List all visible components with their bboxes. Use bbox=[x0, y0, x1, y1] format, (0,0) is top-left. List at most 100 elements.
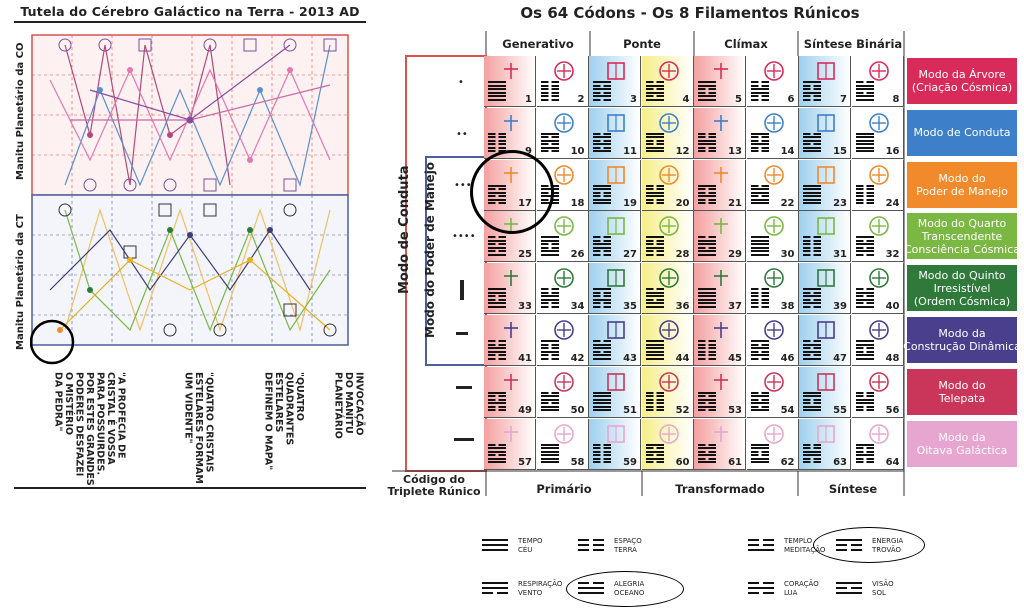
rune-glyph-icon bbox=[553, 423, 574, 444]
codon-number: 7 bbox=[840, 94, 847, 105]
codon-cell-1: 1 bbox=[484, 56, 536, 107]
codon-cell-21: 21 bbox=[694, 159, 746, 211]
rune-glyph-icon bbox=[868, 216, 889, 237]
hexagram-icon bbox=[593, 184, 611, 206]
codon-cell-64: 64 bbox=[851, 418, 904, 470]
hexagram-icon bbox=[488, 132, 506, 154]
codon-cell-43: 43 bbox=[589, 315, 641, 366]
hexagram-icon bbox=[750, 81, 769, 102]
trigram-icon bbox=[748, 539, 774, 554]
rune-glyph-icon bbox=[763, 112, 784, 133]
rune-glyph-icon bbox=[817, 321, 835, 339]
rune-glyph-icon bbox=[553, 371, 574, 392]
caption-profecia: "A PROFECIA DE CRISTAL É VOSSA PARA POSS… bbox=[52, 372, 127, 486]
codon-cell-38: 38 bbox=[746, 263, 799, 315]
rune-glyph-icon bbox=[607, 372, 625, 391]
rune-glyph-icon bbox=[817, 217, 835, 236]
codon-number: 41 bbox=[518, 353, 532, 364]
codon-cell-58: 58 bbox=[536, 418, 589, 470]
highlight-oval-energia bbox=[813, 527, 925, 563]
rune-glyph-icon bbox=[553, 320, 574, 340]
hexagram-icon bbox=[645, 288, 664, 309]
rune-glyph-icon bbox=[504, 373, 518, 390]
codon-number: 34 bbox=[570, 301, 585, 313]
rune-glyph-icon bbox=[607, 62, 625, 80]
mode-box-8: Modo da Oitava Galáctica bbox=[906, 419, 1018, 468]
mode-box-3: Modo do Poder de Manejo bbox=[906, 160, 1018, 209]
rune-glyph-icon bbox=[817, 424, 835, 443]
hexagram-icon bbox=[593, 443, 611, 465]
rune-glyph-icon bbox=[714, 63, 728, 79]
hexagram-icon bbox=[750, 236, 769, 257]
hexagram-icon bbox=[645, 340, 664, 361]
hexagram-icon bbox=[698, 288, 716, 309]
highlight-circle-left bbox=[30, 319, 75, 365]
rune-glyph-icon bbox=[817, 62, 835, 80]
hexagram-icon bbox=[750, 184, 769, 206]
mode-box-2: Modo de Conduta bbox=[906, 108, 1018, 157]
rune-glyph-icon bbox=[607, 113, 625, 132]
left-bottom-rule bbox=[14, 487, 366, 489]
codon-cell-5: 5 bbox=[694, 56, 746, 107]
codon-cell-28: 28 bbox=[641, 211, 694, 263]
codon-number: 1 bbox=[525, 94, 532, 105]
codon-cell-37: 37 bbox=[694, 263, 746, 315]
codon-cell-8: 8 bbox=[851, 56, 904, 107]
codon-number: 9 bbox=[525, 145, 532, 157]
legend-line2: LUA bbox=[784, 589, 798, 597]
codon-cell-61: 61 bbox=[694, 418, 746, 470]
lower-quadrant-frame bbox=[31, 194, 349, 346]
rune-glyph-icon bbox=[868, 320, 889, 340]
hexagram-icon bbox=[645, 236, 664, 257]
rune-glyph-icon bbox=[504, 63, 518, 79]
hexagram-icon bbox=[645, 81, 664, 102]
codon-cell-3: 3 bbox=[589, 56, 641, 107]
hexagram-icon bbox=[803, 236, 821, 257]
mode-box-6: Modo da Construção Dinâmica bbox=[903, 316, 1021, 364]
codon-number: 33 bbox=[518, 301, 532, 313]
codon-number: 36 bbox=[675, 301, 690, 313]
left-panel-title: Tutela do Cérebro Galáctico na Terra - 2… bbox=[20, 4, 360, 19]
right-panel-title: Os 64 Códons - Os 8 Filamentos Rúnicos bbox=[520, 4, 860, 22]
legend-line1: VISÃO bbox=[872, 580, 894, 588]
hexagram-icon bbox=[855, 132, 874, 154]
codon-number: 49 bbox=[518, 404, 532, 416]
rune-glyph-icon bbox=[553, 216, 574, 237]
codon-number: 55 bbox=[833, 404, 847, 416]
rune-glyph-icon bbox=[817, 269, 835, 287]
legend-line2: VENTO bbox=[518, 589, 543, 597]
codon-number: 29 bbox=[728, 249, 742, 261]
codon-number: 57 bbox=[518, 456, 532, 468]
rune-glyph-icon bbox=[763, 164, 784, 185]
codon-number: 16 bbox=[885, 145, 900, 157]
codon-number: 18 bbox=[570, 197, 585, 209]
rune-glyph-icon bbox=[658, 423, 679, 444]
codon-number: 51 bbox=[623, 404, 637, 416]
hexagram-icon bbox=[803, 340, 821, 361]
codon-number: 45 bbox=[728, 353, 742, 364]
codon-cell-52: 52 bbox=[641, 366, 694, 418]
hexagram-icon bbox=[803, 443, 821, 465]
legend-label: TEMPLO MEDITAÇÃO bbox=[784, 537, 825, 555]
rune-glyph-icon bbox=[817, 372, 835, 391]
hexagram-icon bbox=[488, 443, 506, 465]
rune-glyph-icon bbox=[868, 112, 889, 133]
rune-glyph-icon bbox=[714, 425, 728, 442]
upper-side-label: Manitu Planetário da CO bbox=[15, 42, 26, 181]
codon-cell-36: 36 bbox=[641, 263, 694, 315]
codon-number: 2 bbox=[577, 94, 585, 105]
codon-cell-48: 48 bbox=[851, 315, 904, 366]
codon-number: 13 bbox=[728, 145, 742, 157]
codon-cell-55: 55 bbox=[799, 366, 851, 418]
codon-number: 23 bbox=[833, 197, 847, 209]
hexagram-icon bbox=[855, 184, 874, 206]
codon-number: 5 bbox=[735, 94, 742, 105]
hexagram-icon bbox=[540, 288, 559, 309]
codon-number: 60 bbox=[675, 456, 690, 468]
codon-cell-29: 29 bbox=[694, 211, 746, 263]
rune-glyph-icon bbox=[658, 61, 679, 81]
rune-glyph-icon bbox=[504, 114, 518, 131]
lower-side-label: Manitu Planetário da CT bbox=[15, 214, 26, 350]
rune-glyph-icon bbox=[763, 371, 784, 392]
hexagram-icon bbox=[855, 81, 874, 102]
